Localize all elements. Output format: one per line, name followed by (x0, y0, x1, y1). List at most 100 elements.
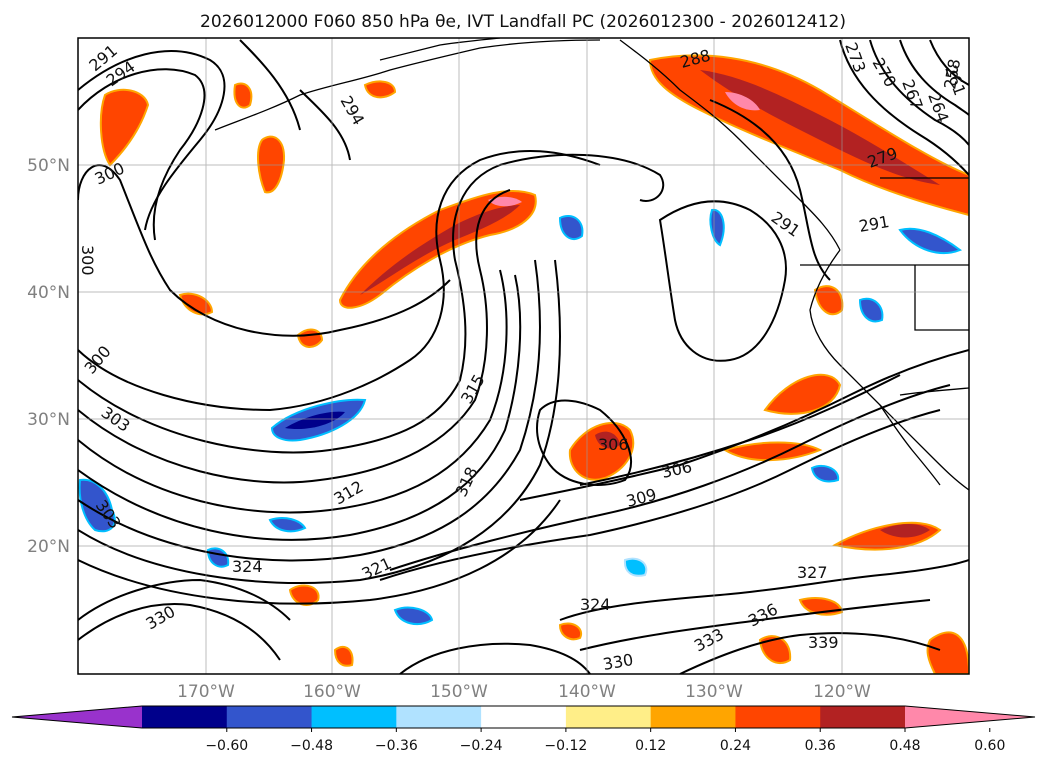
contour-line (78, 50, 226, 231)
contour-line (579, 599, 931, 651)
shade-south-blob (758, 635, 792, 665)
shade-cool-east-40n (898, 227, 963, 255)
colorbar-segment (735, 706, 821, 728)
us-mex-border (899, 387, 969, 396)
shade-south-blob-3 (288, 584, 320, 606)
shade-coastal-peak (725, 92, 760, 111)
contour-line (899, 39, 969, 116)
lon-label-160w: 160°W (303, 682, 361, 702)
lat-label-30n: 30°N (27, 410, 70, 430)
lon-label-150w: 150°W (430, 682, 488, 702)
shade-east-30n (763, 373, 842, 415)
contour-label: 300 (78, 245, 97, 276)
alaska-coast-2 (379, 38, 501, 61)
contour-line (389, 384, 951, 571)
map-panel: 291 294 300 300 300 303 303 306 306 309 … (77, 37, 970, 675)
shade-aleutian-blob (233, 82, 253, 109)
colorbar-tick-label: 0.60 (974, 738, 1005, 754)
us-west-coast (809, 249, 969, 491)
contour-labels: 291 294 300 300 300 303 303 306 306 309 … (78, 40, 969, 674)
contour-line (78, 499, 561, 605)
shade-cool-32n-core (285, 411, 345, 430)
lat-label-20n: 20°N (27, 537, 70, 557)
contour-line (78, 274, 522, 541)
colorbar-segment (565, 706, 652, 728)
lon-axis: 170°W 160°W 150°W 140°W 130°W 120°W (177, 682, 871, 702)
contour-line (559, 559, 969, 621)
shade-cool-22n (268, 517, 307, 533)
contour-line (78, 153, 665, 454)
coastline (214, 38, 969, 491)
contour-line (78, 578, 291, 621)
shade-west-streak (99, 88, 150, 167)
contour-line (869, 39, 969, 146)
shade-south-central (568, 421, 635, 481)
colorbar-tick-label: −0.60 (205, 738, 248, 754)
shade-blob-38n (296, 328, 324, 348)
colorbar-tick-label: −0.24 (460, 738, 503, 754)
colorbar-outline (11, 705, 1036, 729)
contour-line (679, 632, 941, 674)
lon-label-170w: 170°W (177, 682, 235, 702)
contour-line (78, 269, 508, 514)
baja-coast (879, 404, 941, 486)
contour-line (299, 89, 351, 161)
contour-line (399, 642, 591, 674)
lon-label-120w: 120°W (813, 682, 871, 702)
contour-line (78, 68, 206, 241)
shade-central-peak (488, 196, 522, 207)
shade-south-central-core (595, 431, 620, 449)
colorbar-segment (226, 706, 313, 728)
alaska-aleutian-coast (214, 39, 601, 131)
lat-label-40n: 40°N (27, 283, 70, 303)
colorbar-extend-low (12, 706, 142, 728)
shade-central-core (360, 205, 520, 295)
colorbar-segment (311, 706, 397, 728)
shade-coastal-core (700, 70, 940, 185)
contour-line (379, 409, 941, 581)
colorbar-tick-label: −0.12 (544, 738, 587, 754)
shade-cool-east-39n (858, 297, 884, 323)
bc-coast (619, 39, 841, 251)
shade-aleutian-blob-2 (363, 80, 397, 99)
state-border-2 (914, 265, 969, 331)
shade-cool-east-27n (810, 464, 840, 483)
shade-cool-45n (558, 215, 584, 241)
theta-e-contours (78, 39, 969, 674)
contour-line (536, 399, 632, 486)
colorbar: −0.60 −0.48 −0.36 −0.24 −0.12 0.12 0.24 0.36 0.4… (11, 705, 1036, 754)
contour-line (929, 39, 969, 86)
contour-line (78, 603, 281, 661)
colorbar-tick-label: 0.48 (889, 738, 920, 754)
contour-label: 306 (598, 435, 629, 454)
graticule (78, 38, 969, 674)
colorbar-tick-label: −0.36 (375, 738, 418, 754)
colorbar-segment (650, 706, 736, 728)
contour-line (579, 374, 901, 486)
map-frame (77, 37, 970, 675)
contour-label: 327 (797, 563, 828, 582)
shade-south-blob-4 (333, 645, 354, 667)
shade-cool-west-25n (78, 478, 116, 533)
contour-label: 324 (232, 557, 263, 576)
contour-line (709, 99, 831, 281)
colorbar-segment (396, 706, 482, 728)
contour-line (78, 149, 601, 412)
contour-line (239, 39, 301, 131)
contour-line (78, 189, 511, 484)
shaded-ivt-field (78, 54, 969, 674)
lat-axis: 50°N 40°N 30°N 20°N (27, 156, 70, 557)
shade-south-blob-2 (558, 622, 583, 641)
shade-cool-15n (393, 606, 434, 626)
contour-line (658, 200, 787, 362)
lat-label-50n: 50°N (27, 156, 70, 176)
figure-title: 2026012000 F060 850 hPa θe, IVT Landfall… (200, 12, 846, 32)
colorbar-extend-high (905, 706, 1035, 728)
lon-label-140w: 140°W (558, 682, 616, 702)
contour-label: 324 (580, 595, 611, 614)
colorbar-segment (142, 706, 228, 728)
shade-east-20n-core (880, 524, 930, 538)
contour-line (78, 164, 451, 337)
colorbar-segment (820, 706, 906, 728)
